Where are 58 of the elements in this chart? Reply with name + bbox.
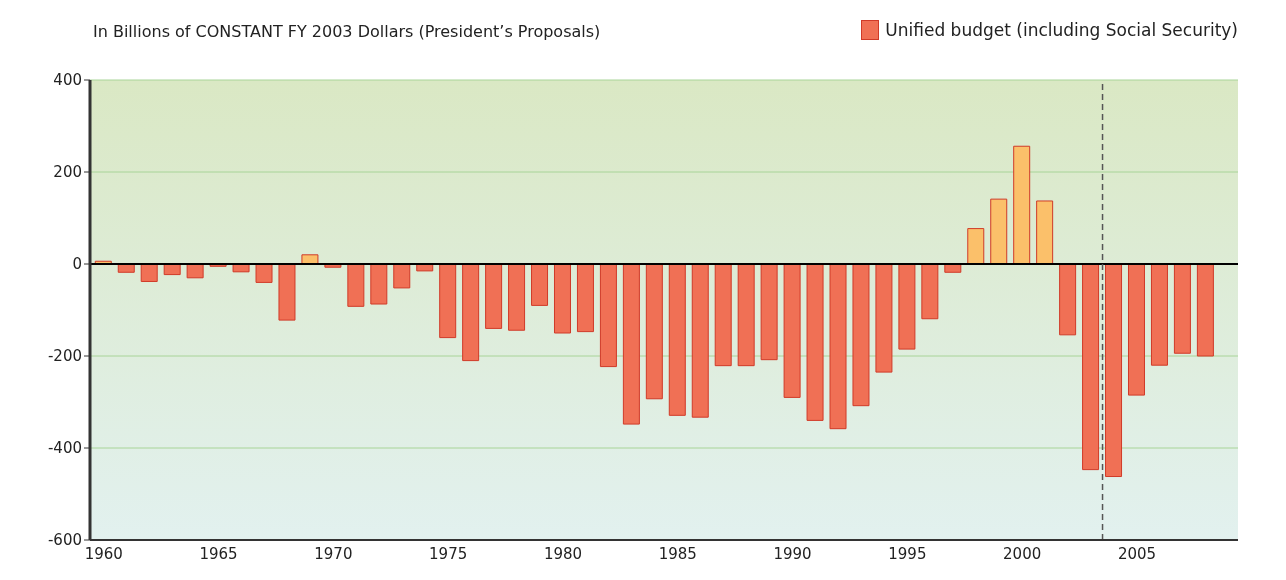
bar [370,263,388,305]
bar [921,263,939,320]
bar [783,263,801,398]
bar [875,263,893,373]
bar [645,263,663,400]
x-tick-label: 1990 [773,544,812,563]
chart-title: In Billions of CONSTANT FY 2003 Dollars (President’s Proposals) [93,22,601,41]
bar [347,263,365,307]
bar [255,263,273,283]
x-tick-label: 2005 [1117,544,1157,563]
x-tick-label: 1965 [199,544,238,563]
y-tick-label: -200 [47,347,82,366]
bar [1128,263,1145,396]
bar [1105,263,1123,478]
bar [967,228,985,265]
bar [1173,263,1191,354]
bar [622,263,640,425]
bar [393,263,411,289]
x-tick-label: 1970 [314,544,353,563]
bar [1082,263,1100,471]
bar [691,263,709,418]
x-tick-label: 1960 [84,544,123,563]
y-tick-label: -600 [47,531,82,550]
bar [508,263,526,331]
y-tick-label: 200 [53,163,82,182]
bar [140,263,158,282]
bar [278,263,296,321]
bar [737,263,755,367]
bar [852,263,870,407]
x-tick-label: 2000 [1003,544,1042,563]
bar [806,263,824,421]
legend-label: Unified budget (including Social Security) [885,20,1238,40]
bar [531,263,549,306]
bar [714,263,732,367]
bar [1013,145,1031,265]
bar [829,263,847,430]
y-tick-label: -400 [47,439,82,458]
bar [439,263,457,339]
bar [1196,263,1214,357]
bar [485,263,503,329]
bar [668,263,686,416]
x-tick-label: 1975 [429,544,468,563]
x-tick-label: 1995 [888,544,927,563]
bar [1059,263,1077,336]
bar [1036,200,1054,265]
y-tick-label: 0 [72,255,82,274]
bar [1150,263,1168,366]
bar [898,263,916,350]
y-tick-label: 400 [53,71,82,90]
bar [462,263,480,362]
x-tick-label: 1985 [658,544,697,563]
bar [760,263,778,361]
bar [554,263,571,334]
x-tick-label: 1980 [543,544,583,563]
bar [186,263,204,279]
bar [576,263,594,333]
bar [990,198,1008,265]
bar [599,263,617,368]
